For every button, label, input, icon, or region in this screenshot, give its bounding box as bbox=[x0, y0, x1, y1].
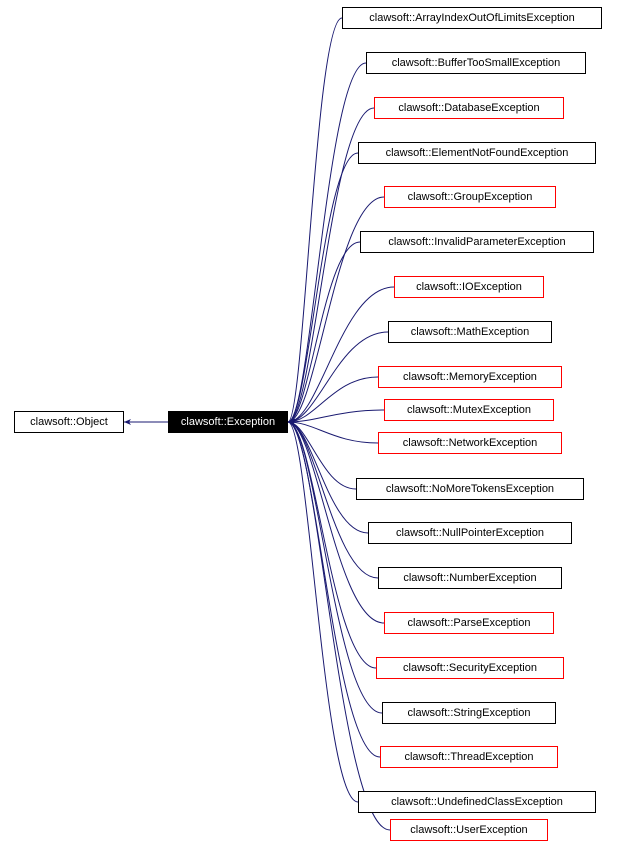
node-n11: clawsoft::NoMoreTokensException bbox=[356, 478, 584, 500]
node-exception: clawsoft::Exception bbox=[168, 411, 288, 433]
inheritance-diagram: clawsoft::Objectclawsoft::Exceptionclaws… bbox=[0, 0, 620, 841]
edge-n0-to-exception bbox=[288, 18, 342, 422]
node-n1: clawsoft::BufferTooSmallException bbox=[366, 52, 586, 74]
node-n14: clawsoft::ParseException bbox=[384, 612, 554, 634]
edge-n3-to-exception bbox=[288, 153, 358, 422]
edge-n11-to-exception bbox=[288, 422, 356, 489]
edge-n16-to-exception bbox=[288, 422, 382, 713]
node-n16: clawsoft::StringException bbox=[382, 702, 556, 724]
node-n6: clawsoft::IOException bbox=[394, 276, 544, 298]
node-n17: clawsoft::ThreadException bbox=[380, 746, 558, 768]
node-n7: clawsoft::MathException bbox=[388, 321, 552, 343]
node-n13: clawsoft::NumberException bbox=[378, 567, 562, 589]
node-n19: clawsoft::UserException bbox=[390, 819, 548, 841]
node-n2: clawsoft::DatabaseException bbox=[374, 97, 564, 119]
node-object: clawsoft::Object bbox=[14, 411, 124, 433]
node-n18: clawsoft::UndefinedClassException bbox=[358, 791, 596, 813]
node-n5: clawsoft::InvalidParameterException bbox=[360, 231, 594, 253]
node-n0: clawsoft::ArrayIndexOutOfLimitsException bbox=[342, 7, 602, 29]
node-n8: clawsoft::MemoryException bbox=[378, 366, 562, 388]
edge-n9-to-exception bbox=[288, 410, 384, 422]
node-n9: clawsoft::MutexException bbox=[384, 399, 554, 421]
node-n10: clawsoft::NetworkException bbox=[378, 432, 562, 454]
node-n12: clawsoft::NullPointerException bbox=[368, 522, 572, 544]
node-n15: clawsoft::SecurityException bbox=[376, 657, 564, 679]
node-n3: clawsoft::ElementNotFoundException bbox=[358, 142, 596, 164]
node-n4: clawsoft::GroupException bbox=[384, 186, 556, 208]
